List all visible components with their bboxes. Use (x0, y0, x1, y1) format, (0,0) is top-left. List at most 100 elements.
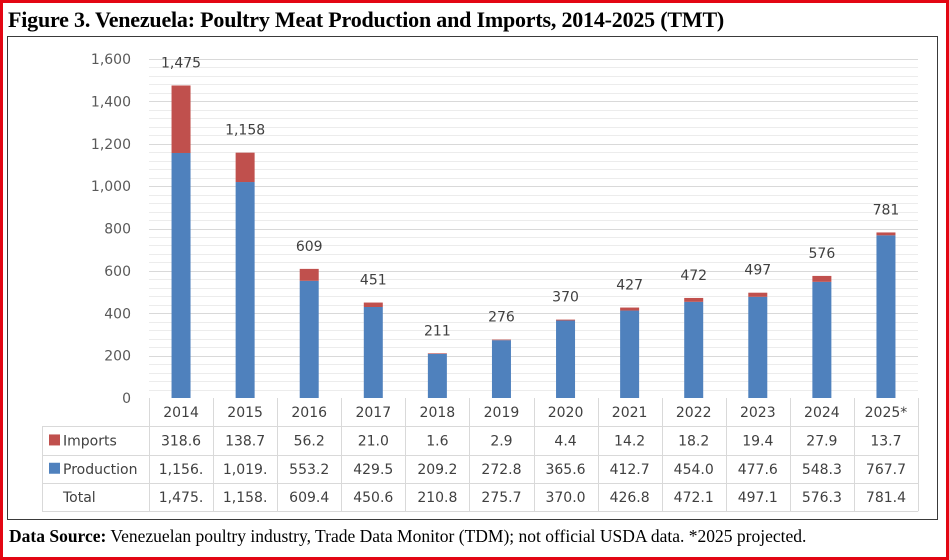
bar-production-2021 (620, 310, 640, 398)
table-cell-imports: 14.2 (614, 433, 645, 449)
table-cell-total: 781.4 (866, 490, 906, 506)
total-value-label: 472 (680, 268, 707, 284)
legend-swatch-production (49, 462, 60, 474)
total-value-label: 451 (360, 273, 387, 289)
table-cell-total: 450.6 (353, 490, 393, 506)
table-cell-production: 548.3 (802, 462, 842, 478)
bar-imports-2023 (748, 292, 768, 297)
table-cell-production: 1,156. (159, 462, 204, 478)
table-cell-production: 553.2 (289, 462, 329, 478)
legend-swatch-imports (49, 434, 60, 446)
data-source-label: Data Source: (9, 526, 107, 546)
table-cell-imports: 56.2 (294, 433, 325, 449)
table-cell-total: 497.1 (738, 490, 778, 506)
bar-production-2014 (171, 152, 191, 398)
total-value-label: 211 (424, 323, 451, 339)
table-cell-imports: 318.6 (161, 433, 201, 449)
table-cell-imports: 27.9 (806, 433, 837, 449)
stacked-bar-chart: 0 200 400 600 800 1,000 1,200 1,400 1,600 1,475 1… (42, 52, 919, 512)
y-tick-label: 1,600 (91, 52, 131, 68)
chart-area: 0 200 400 600 800 1,000 1,200 1,400 1,600 1,475 1… (7, 36, 938, 520)
bar-production-2015 (235, 182, 255, 398)
bar-imports-2021 (620, 307, 640, 311)
table-cell-imports: 18.2 (678, 433, 709, 449)
figure-title: Figure 3. Venezuela: Poultry Meat Produc… (8, 7, 725, 32)
bar-production-2022 (684, 301, 704, 398)
category-label: 2022 (676, 405, 712, 421)
category-label: 2019 (484, 405, 520, 421)
table-cell-production: 1,019. (223, 462, 268, 478)
y-tick-label: 400 (104, 306, 131, 322)
bars (171, 85, 896, 398)
y-tick-label: 600 (104, 264, 131, 280)
bar-imports-2020 (556, 319, 576, 321)
table-cell-imports: 13.7 (870, 433, 901, 449)
bar-imports-2024 (812, 275, 832, 282)
gridlines (149, 59, 918, 391)
table-cell-imports: 138.7 (225, 433, 265, 449)
total-value-labels: 1,475 1,158 609 451 211 276 370 427 472 497 576 781 (161, 55, 899, 339)
legend-label-production: Production (63, 462, 137, 478)
category-label: 2025* (865, 405, 908, 421)
table-cell-production: 477.6 (738, 462, 778, 478)
bar-imports-2025 (876, 232, 896, 236)
table-cell-total: 1,475. (159, 490, 204, 506)
bar-production-2024 (812, 281, 832, 398)
bar-imports-2016 (299, 268, 319, 281)
table-cell-total: 576.3 (802, 490, 842, 506)
table-cell-production: 365.6 (545, 462, 585, 478)
bar-imports-2015 (235, 152, 255, 183)
table-cell-production: 767.7 (866, 462, 906, 478)
bar-imports-2014 (171, 85, 191, 153)
bar-production-2018 (427, 353, 447, 398)
y-tick-label: 200 (104, 349, 131, 365)
total-value-label: 609 (296, 239, 323, 255)
category-label: 2016 (291, 405, 327, 421)
table-cell-total: 1,158. (223, 490, 268, 506)
y-tick-label: 1,200 (91, 137, 131, 153)
table-cell-production: 429.5 (353, 462, 393, 478)
total-value-label: 497 (744, 263, 771, 279)
bar-imports-2019 (491, 339, 511, 341)
total-value-label: 1,475 (161, 55, 201, 71)
table-cell-production: 412.7 (610, 462, 650, 478)
total-value-label: 370 (552, 290, 579, 306)
category-label: 2020 (548, 405, 584, 421)
y-tick-label: 1,000 (91, 179, 131, 195)
y-tick-label: 800 (104, 222, 131, 238)
table-cell-production: 272.8 (481, 462, 521, 478)
table-cell-imports: 19.4 (742, 433, 773, 449)
bar-production-2019 (491, 340, 511, 398)
bar-production-2025 (876, 235, 896, 398)
y-tick-label: 1,400 (91, 94, 131, 110)
bar-imports-2017 (363, 302, 383, 307)
table-cell-production: 209.2 (417, 462, 457, 478)
total-value-label: 427 (616, 278, 643, 294)
category-label: 2023 (740, 405, 776, 421)
category-label: 2018 (420, 405, 456, 421)
y-tick-label: 0 (122, 391, 131, 407)
bar-imports-2022 (684, 297, 704, 302)
category-label: 2014 (163, 405, 199, 421)
bar-imports-2018 (427, 353, 447, 354)
table-cell-imports: 4.4 (554, 433, 576, 449)
table-cell-imports: 21.0 (358, 433, 389, 449)
total-value-label: 1,158 (225, 123, 265, 139)
total-value-label: 781 (873, 202, 900, 218)
table-cell-total: 370.0 (545, 490, 585, 506)
total-value-label: 276 (488, 310, 515, 326)
table-cell-total: 275.7 (481, 490, 521, 506)
table-cell-production: 454.0 (674, 462, 714, 478)
table-cell-imports: 2.9 (490, 433, 512, 449)
category-label: 2021 (612, 405, 648, 421)
data-table: 2014 2015 2016 2017 2018 2019 2020 2021 2022 2023… (42, 398, 919, 512)
legend-label-total: Total (62, 490, 96, 506)
bar-production-2017 (363, 306, 383, 398)
category-label: 2024 (804, 405, 840, 421)
table-cell-total: 210.8 (417, 490, 457, 506)
legend-label-imports: Imports (63, 433, 117, 449)
category-label: 2017 (355, 405, 391, 421)
bar-production-2016 (299, 280, 319, 398)
bar-production-2023 (748, 296, 768, 398)
